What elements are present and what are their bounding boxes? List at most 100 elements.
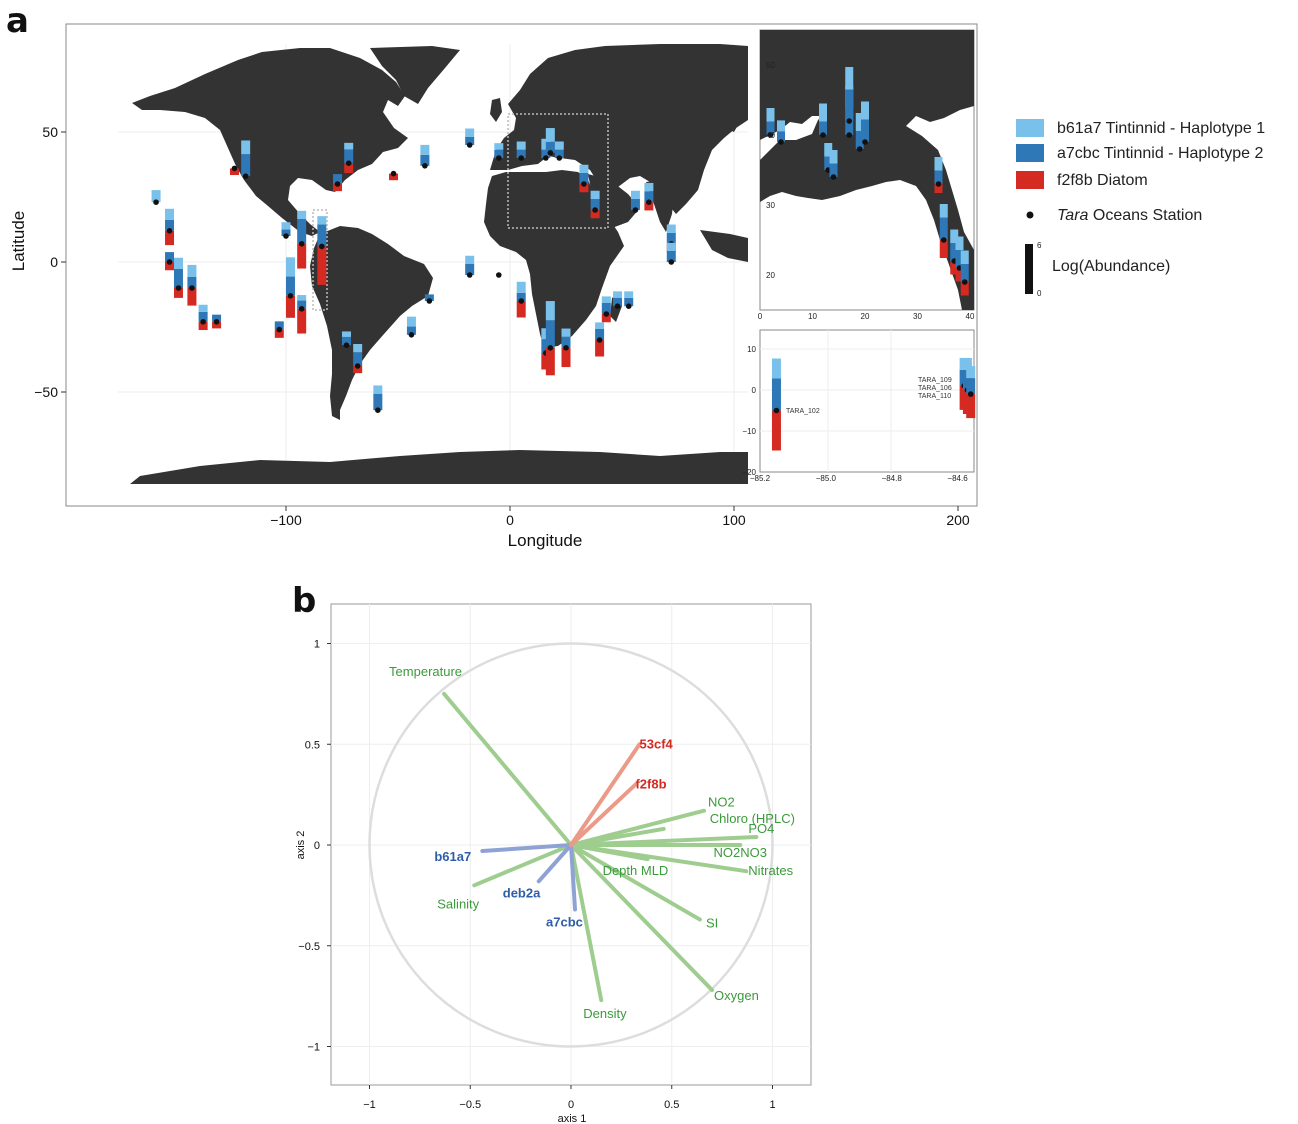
map-bar-haplo1 [373, 385, 383, 394]
panel-b-letter: b [292, 581, 316, 621]
map-bar-haplo1 [613, 291, 623, 298]
ytick-minus50: −50 [34, 384, 58, 400]
map-bar-diatom [545, 347, 555, 376]
inset-top-bar-haplo1 [934, 157, 943, 171]
map-bar-haplo2 [420, 154, 430, 166]
loading-f2f8b-line [569, 782, 638, 847]
inset-top-bar-haplo1 [819, 103, 827, 122]
inset-top-ytick: 30 [766, 201, 775, 210]
map-bar-diatom [595, 340, 605, 357]
inset-top-bar-haplo1 [939, 204, 948, 218]
map-station-dot [592, 207, 598, 213]
inset-top-station-dot [856, 146, 863, 152]
panel-b-ytick: −1 [307, 1042, 320, 1054]
loading-b61a7-line [480, 843, 573, 854]
map-station-dot [390, 170, 397, 177]
map-bar-haplo1 [666, 242, 676, 251]
map-station-dot [614, 303, 621, 310]
map-bar-diatom [297, 243, 307, 269]
inset-bottom-bar-haplo1 [771, 358, 781, 379]
map-bar-diatom [165, 230, 175, 246]
inset-bottom-xtick: −85.2 [750, 474, 771, 483]
map-bar-haplo2 [241, 154, 251, 177]
map-bar-diatom [644, 202, 654, 211]
inset-top-bars [766, 67, 969, 296]
loading-a7cbc-label: a7cbc [546, 914, 583, 929]
map-bar-diatom [187, 288, 197, 306]
loading-depth-mld-label: Depth MLD [603, 863, 669, 878]
map-station-dot [334, 181, 341, 187]
map-bar-haplo1 [344, 142, 354, 150]
south-america [310, 226, 433, 420]
legend-station-rest: Oceans Station [1088, 207, 1202, 224]
inset-top-station-dot [778, 139, 784, 145]
loading-salinity-label: Salinity [437, 896, 479, 911]
inset-top-bar-haplo2 [861, 119, 869, 142]
inset-top-bar-haplo1 [766, 108, 775, 122]
map-station-dot [556, 155, 563, 161]
loading-depth-mld-line [569, 843, 650, 862]
panel-b-xtick: 1 [769, 1099, 775, 1111]
loading-oxygen-label: Oxygen [714, 988, 759, 1003]
map-station-dot [518, 155, 524, 161]
inset-top-station-dot [940, 237, 947, 243]
map-bar-haplo1 [545, 128, 555, 142]
loading-chloro-hplc-label: Chloro (HPLC) [710, 811, 795, 826]
map-station-dot [175, 285, 182, 291]
panel-a-ylabel: Latitude [9, 211, 28, 272]
map-station-dot [343, 342, 350, 349]
map-bar-haplo2 [624, 297, 634, 307]
map-bar-haplo2 [516, 149, 526, 158]
map-bar-haplo2 [373, 393, 383, 411]
legend-swatch-diatom [1016, 171, 1044, 189]
panel-b-ytick: 0.5 [305, 739, 320, 751]
legend-abundance-min: 0 [1037, 289, 1042, 298]
map-bar-haplo1 [554, 141, 564, 150]
legend-swatch-haplo1 [1016, 119, 1044, 137]
panel-b-xtick: −0.5 [459, 1099, 481, 1111]
inset-top-station-dot [767, 132, 774, 138]
inset-top-bar-haplo1 [855, 113, 864, 131]
map-station-dot [547, 345, 554, 351]
map-bar-diatom [198, 321, 208, 331]
map-bar-diatom [212, 321, 222, 329]
inset-bottom-station-dot [773, 407, 780, 414]
map-bar-haplo1 [545, 301, 555, 321]
loading-si-line [569, 843, 702, 922]
map-station-dot [231, 165, 238, 172]
map-bar-haplo1 [241, 140, 251, 155]
station-label-106: TARA_106 [918, 385, 952, 392]
map-bar-haplo2 [613, 297, 623, 307]
inset-bottom-ytick: −10 [742, 427, 756, 436]
xtick-minus100: −100 [270, 512, 302, 528]
panel-a-xticks: −100 0 100 200 [270, 506, 970, 528]
inset-top-bar-diatom [950, 261, 959, 275]
legend: b61a7 Tintinnid - Haplotype 1 a7cbc Tint… [1016, 119, 1265, 298]
map-bar-haplo1 [516, 281, 526, 293]
map-bar-haplo2 [601, 303, 611, 314]
map-bar-haplo2 [561, 336, 571, 348]
map-bar-diatom [561, 347, 571, 368]
inset-galapagos: −85.2 −85.0 −84.8 −84.6 10 0 −10 −20 TARA_102 T… [742, 329, 976, 483]
inset-top-bar-haplo2 [960, 264, 969, 282]
map-bar-haplo1 [173, 257, 183, 269]
loading-no2-label: NO2 [708, 795, 735, 810]
inset-top-bar-haplo1 [777, 120, 785, 132]
inset-top-bar-haplo2 [829, 163, 838, 177]
panel-b-ytick: 1 [314, 639, 320, 651]
inset-mediterranean: 0 10 20 30 40 50 40 30 20 [758, 29, 975, 321]
map-bar-haplo2 [353, 352, 363, 366]
map-bar-diatom [165, 262, 175, 271]
legend-abundance-bar [1025, 244, 1033, 294]
map-bar-haplo1 [297, 210, 307, 220]
panel-b-ticks: −1 −0.5 0 0.5 1 1 0.5 0 −0.5 −1 [298, 639, 775, 1112]
continents [130, 44, 748, 484]
panel-a-letter: a [6, 1, 29, 41]
map-bar-haplo1 [151, 190, 161, 203]
loading-53cf4-line [569, 742, 642, 847]
inset-top-bar-haplo1 [955, 236, 964, 250]
panel-b-xtick: −1 [363, 1099, 376, 1111]
inset-top-ytick: 50 [766, 61, 775, 70]
panel-b-ytick: −0.5 [298, 941, 320, 953]
legend-abundance-max: 6 [1037, 241, 1042, 250]
